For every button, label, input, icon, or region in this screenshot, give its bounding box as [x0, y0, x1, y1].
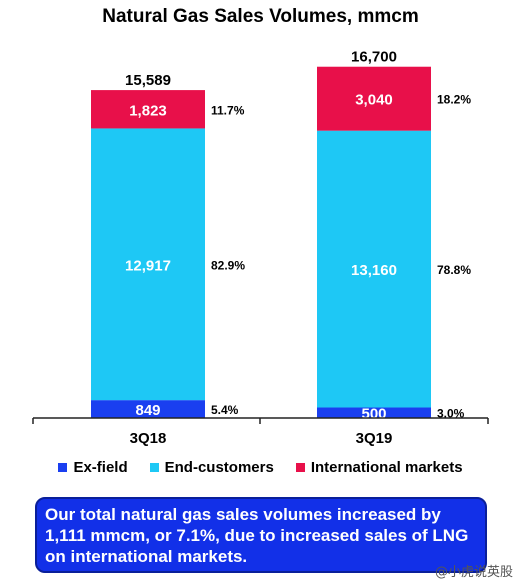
legend-label-end-customers: End-customers	[164, 459, 274, 476]
bar-segment-end-customers-3q18	[91, 128, 205, 401]
x-tick-label-3q18: 3Q18	[130, 430, 167, 447]
bar-segment-international-markets-3q19	[317, 66, 431, 131]
share-label-end-customers-3q19: 78.8%	[437, 263, 471, 277]
x-tick-label-3q19: 3Q19	[356, 430, 393, 447]
value-label-ex-field-3q19: 500	[361, 406, 386, 423]
bar-segment-end-customers-3q19	[317, 130, 431, 408]
value-label-end-customers-3q18: 12,917	[125, 257, 171, 274]
value-label-end-customers-3q19: 13,160	[351, 262, 397, 279]
legend-label-international-markets: International markets	[310, 459, 463, 476]
stacked-bar-chart: 849 5.4% 12,917 82.9% 1,823 11.7% 15,589 3Q18 50…	[32, 49, 489, 447]
summary-callout: Our total natural gas sales volumes incr…	[35, 497, 487, 573]
share-label-international-markets-3q18: 11.7%	[211, 103, 245, 117]
legend: Ex-field End-customers International mar…	[0, 459, 521, 476]
value-label-international-markets-3q19: 3,040	[355, 92, 393, 109]
watermark: @小虎说英股	[434, 565, 513, 580]
total-label-3q18: 15,589	[125, 72, 171, 89]
share-label-ex-field-3q18: 5.4%	[211, 403, 239, 417]
legend-swatch-ex-field	[58, 463, 68, 472]
value-label-international-markets-3q18: 1,823	[129, 102, 167, 119]
total-label-3q19: 16,700	[351, 49, 397, 66]
share-label-end-customers-3q18: 82.9%	[211, 258, 245, 272]
legend-item-end-customers: End-customers	[149, 459, 274, 476]
legend-swatch-end-customers	[149, 463, 159, 472]
bar-segment-international-markets-3q18	[91, 90, 205, 129]
share-label-ex-field-3q19: 3.0%	[437, 407, 465, 421]
share-label-international-markets-3q19: 18.2%	[437, 93, 471, 107]
value-label-ex-field-3q18: 849	[135, 402, 160, 419]
bar-segment-ex-field-3q19	[317, 407, 431, 418]
bar-segment-ex-field-3q18	[91, 400, 205, 418]
legend-label-ex-field: Ex-field	[73, 459, 128, 476]
legend-swatch-international-markets	[295, 463, 305, 472]
legend-item-ex-field: Ex-field	[58, 459, 128, 476]
legend-item-international-markets: International markets	[295, 459, 463, 476]
chart-title: Natural Gas Sales Volumes, mmcm	[102, 6, 419, 27]
